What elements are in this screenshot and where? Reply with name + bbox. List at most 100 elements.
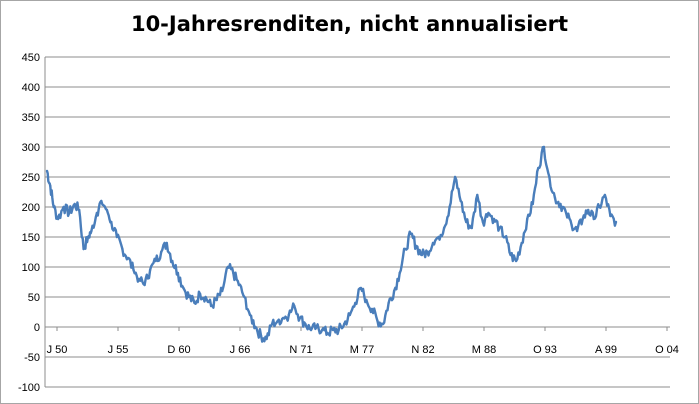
data-point: [387, 301, 390, 305]
data-point: [304, 322, 307, 326]
data-point: [359, 286, 363, 290]
data-point: [453, 175, 457, 179]
y-tick-label: 150: [22, 232, 40, 244]
axes: [44, 57, 670, 387]
data-point: [68, 211, 71, 215]
data-point: [603, 193, 607, 197]
data-point: [115, 235, 119, 239]
data-point: [52, 205, 55, 209]
data-point: [559, 202, 562, 206]
x-tick-label: O 93: [533, 344, 557, 356]
data-point: [237, 283, 241, 287]
data-point: [259, 334, 263, 338]
data-point: [315, 325, 318, 329]
x-tick-label: J 55: [108, 344, 129, 356]
data-point: [442, 226, 446, 230]
data-point: [221, 289, 224, 293]
data-point: [409, 232, 412, 236]
data-point: [215, 298, 218, 302]
data-point: [581, 217, 584, 221]
data-point: [587, 208, 590, 212]
y-tick-label: 50: [28, 292, 40, 304]
gridlines: [45, 56, 670, 388]
data-point: [287, 313, 290, 317]
data-point: [45, 169, 49, 173]
data-point: [542, 145, 546, 149]
data-point: [309, 328, 313, 332]
x-tick-label: D 60: [167, 344, 190, 356]
data-point: [420, 253, 424, 257]
data-point: [570, 223, 573, 227]
data-point: [609, 214, 612, 218]
data-point: [365, 298, 368, 302]
data-point: [182, 286, 185, 290]
data-point: [370, 307, 374, 311]
data-point: [171, 259, 174, 263]
data-point: [143, 283, 146, 287]
data-point: [132, 268, 135, 272]
data-point: [270, 322, 274, 326]
data-point: [193, 301, 196, 305]
y-tick-label: -100: [18, 382, 40, 394]
series: [45, 145, 618, 343]
data-point: [531, 202, 534, 206]
data-point: [232, 271, 235, 275]
data-point: [437, 235, 440, 239]
data-point: [276, 319, 279, 323]
series-line: [45, 145, 618, 343]
x-tick-label: N 71: [289, 344, 312, 356]
x-tick-labels: J 50 J 55 D 60 J 66 N 71 M 77 N 82 M 88 O 93 A 99…: [47, 344, 679, 356]
y-tick-label: 0: [34, 322, 40, 334]
data-point: [265, 337, 268, 341]
x-tick-label: M 88: [472, 344, 496, 356]
data-point: [331, 328, 335, 332]
data-point: [226, 265, 229, 269]
data-point: [343, 322, 346, 326]
data-point: [105, 208, 109, 212]
data-point: [415, 244, 418, 248]
data-point: [398, 271, 401, 275]
data-point: [503, 235, 507, 239]
data-point: [465, 220, 468, 224]
data-point: [575, 229, 579, 233]
data-point: [470, 226, 473, 230]
data-point: [564, 211, 568, 215]
x-tick-label: N 82: [411, 344, 434, 356]
data-point: [126, 256, 130, 260]
x-tick-label: J 50: [47, 344, 68, 356]
data-point: [509, 253, 512, 257]
data-point: [598, 205, 601, 209]
y-tick-label: 300: [22, 142, 40, 154]
data-point: [187, 295, 191, 299]
data-point: [592, 217, 595, 221]
data-point: [160, 250, 163, 254]
data-point: [526, 217, 529, 221]
data-point: [248, 313, 252, 317]
data-point: [137, 277, 141, 281]
x-tick-label: J 66: [230, 344, 251, 356]
data-point: [293, 304, 296, 308]
data-point: [86, 235, 90, 239]
data-point: [298, 316, 302, 320]
data-point: [165, 241, 168, 245]
data-point: [198, 292, 202, 296]
data-point: [548, 175, 551, 179]
data-point: [56, 217, 60, 221]
data-point: [254, 325, 257, 329]
data-point: [376, 319, 379, 323]
chart-title: 10-Jahresrenditen, nicht annualisiert: [130, 12, 569, 36]
data-point: [95, 211, 99, 215]
data-point: [110, 220, 113, 224]
data-point: [537, 166, 540, 170]
data-point: [326, 331, 329, 335]
data-point: [62, 205, 65, 209]
data-point: [392, 289, 396, 293]
data-point: [49, 184, 52, 188]
data-point: [354, 301, 357, 305]
y-tick-label: 100: [22, 262, 40, 274]
data-point: [320, 328, 324, 332]
y-tick-label: 450: [22, 52, 40, 64]
data-point: [520, 241, 523, 245]
